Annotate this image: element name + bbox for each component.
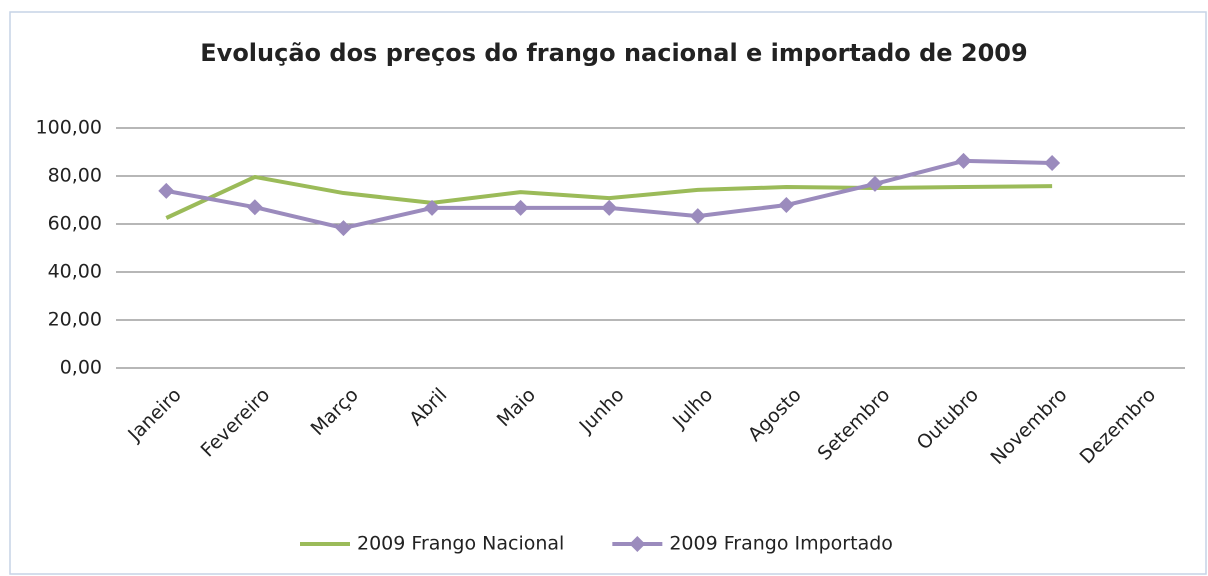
y-tick-label: 80,00 [48, 165, 102, 187]
point-marker [955, 152, 972, 169]
point-marker [335, 220, 352, 237]
point-marker [866, 175, 883, 192]
point-marker [424, 199, 441, 216]
legend-label: 2009 Frango Nacional [357, 533, 564, 555]
legend-label: 2009 Frango Importado [669, 533, 893, 555]
point-marker [158, 182, 175, 199]
y-tick-label: 0,00 [60, 357, 102, 379]
point-marker [778, 197, 795, 214]
series-line [165, 174, 1053, 220]
point-marker [689, 208, 706, 225]
point-marker [512, 199, 529, 216]
point-marker [246, 199, 263, 216]
y-tick-label: 60,00 [48, 213, 102, 235]
chart-title: Evolução dos preços do frango nacional e… [200, 39, 1027, 67]
point-marker [1044, 155, 1061, 172]
legend-marker [629, 536, 646, 552]
y-tick-label: 40,00 [48, 261, 102, 283]
chart-frame [9, 11, 1207, 575]
point-marker [601, 199, 618, 216]
y-tick-label: 100,00 [36, 117, 102, 139]
y-tick-label: 20,00 [48, 309, 102, 331]
